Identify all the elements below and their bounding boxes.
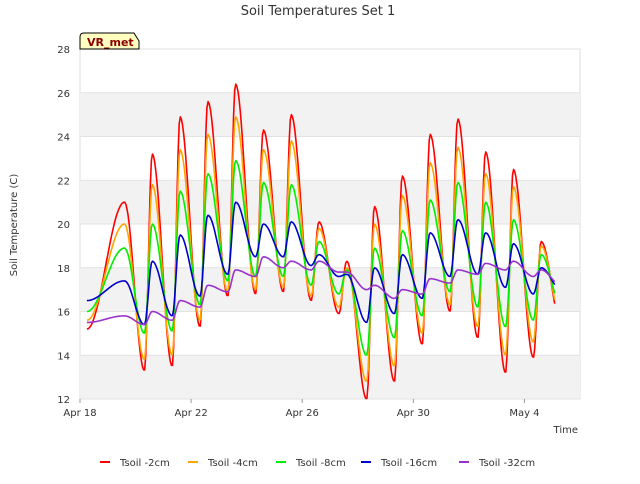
legend-label-tsoil-8cm: Tsoil -8cm <box>295 458 346 469</box>
legend-label-tsoil-4cm: Tsoil -4cm <box>207 458 258 469</box>
y-tick-label: 16 <box>57 308 70 319</box>
x-tick-label: Apr 22 <box>175 408 208 419</box>
x-axis-label: Time <box>553 425 578 436</box>
y-tick-label: 22 <box>57 176 70 187</box>
legend: Tsoil -2cm Tsoil -4cm Tsoil -8cm Tsoil -16c… <box>100 458 535 469</box>
y-axis-label: Soil Temperature (C) <box>9 174 20 277</box>
x-tick-label: Apr 18 <box>63 408 96 419</box>
station-badge: VR_met <box>79 32 140 50</box>
y-tick-label: 12 <box>57 395 70 406</box>
plot-band <box>80 92 580 137</box>
x-tick-label: Apr 26 <box>286 408 319 419</box>
plot-band <box>80 180 580 224</box>
series-lines <box>86 83 556 400</box>
legend-label-tsoil-2cm: Tsoil -2cm <box>119 458 170 469</box>
x-axis-ticks: Apr 18 Apr 22 Apr 26 Apr 30 May 4 <box>63 399 540 419</box>
y-axis-ticks: 12 14 16 18 20 22 24 26 28 <box>57 45 70 406</box>
x-tick-label: Apr 30 <box>397 408 430 419</box>
series-line-tsoil-32cm <box>86 256 556 326</box>
legend-label-tsoil-16cm: Tsoil -16cm <box>380 458 437 469</box>
y-tick-label: 14 <box>57 351 70 362</box>
station-badge-label: VR_met <box>87 36 134 49</box>
y-tick-label: 18 <box>57 264 70 275</box>
y-tick-label: 28 <box>57 45 70 56</box>
plot-band <box>80 355 580 399</box>
y-tick-label: 20 <box>57 220 70 231</box>
y-tick-label: 24 <box>57 133 70 144</box>
x-tick-label: May 4 <box>509 408 539 419</box>
legend-label-tsoil-32cm: Tsoil -32cm <box>478 458 535 469</box>
y-tick-label: 26 <box>57 89 70 100</box>
chart-title: Soil Temperatures Set 1 <box>241 4 396 19</box>
